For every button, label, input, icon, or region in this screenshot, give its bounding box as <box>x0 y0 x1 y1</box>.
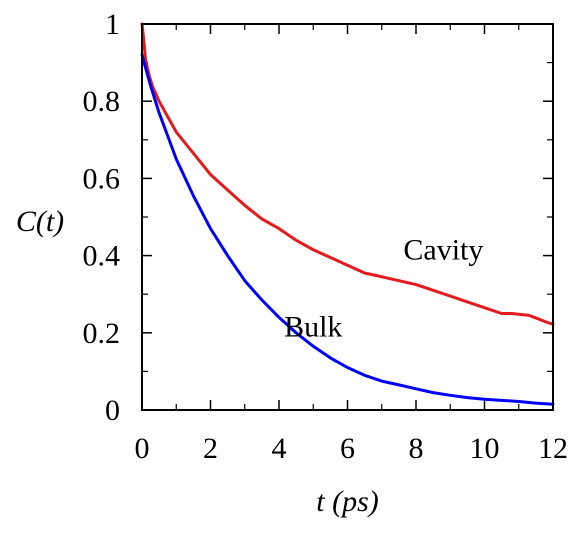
series-label-cavity: Cavity <box>403 233 483 266</box>
series-line-cavity <box>140 22 555 326</box>
x-tick-label: 4 <box>272 432 287 465</box>
y-tick-label: 1 <box>105 8 120 41</box>
y-tick-label: 0.4 <box>83 240 121 273</box>
y-tick-label: 0.8 <box>83 85 121 118</box>
series-layer <box>140 22 555 406</box>
plot-frame <box>141 23 554 411</box>
x-tick-label: 8 <box>409 432 424 465</box>
x-axis-label: t (ps) <box>316 485 379 518</box>
series-line-bulk <box>140 53 555 406</box>
x-tick-label: 2 <box>203 432 218 465</box>
y-tick-label: 0.2 <box>83 317 121 350</box>
y-tick-label: 0 <box>105 394 120 427</box>
x-tick-label: 12 <box>538 432 568 465</box>
labels-layer: 0 2 4 6 8 10 12 0 0.2 0.4 0.6 0.8 1 Cavity Bulk t (ps) C… <box>16 8 568 518</box>
series-label-bulk: Bulk <box>284 311 342 344</box>
x-tick-label: 6 <box>340 432 355 465</box>
x-tick-label: 10 <box>470 432 500 465</box>
x-tick-label: 0 <box>135 432 150 465</box>
y-tick-label: 0.6 <box>83 162 121 195</box>
y-axis-label: C(t) <box>16 205 64 238</box>
